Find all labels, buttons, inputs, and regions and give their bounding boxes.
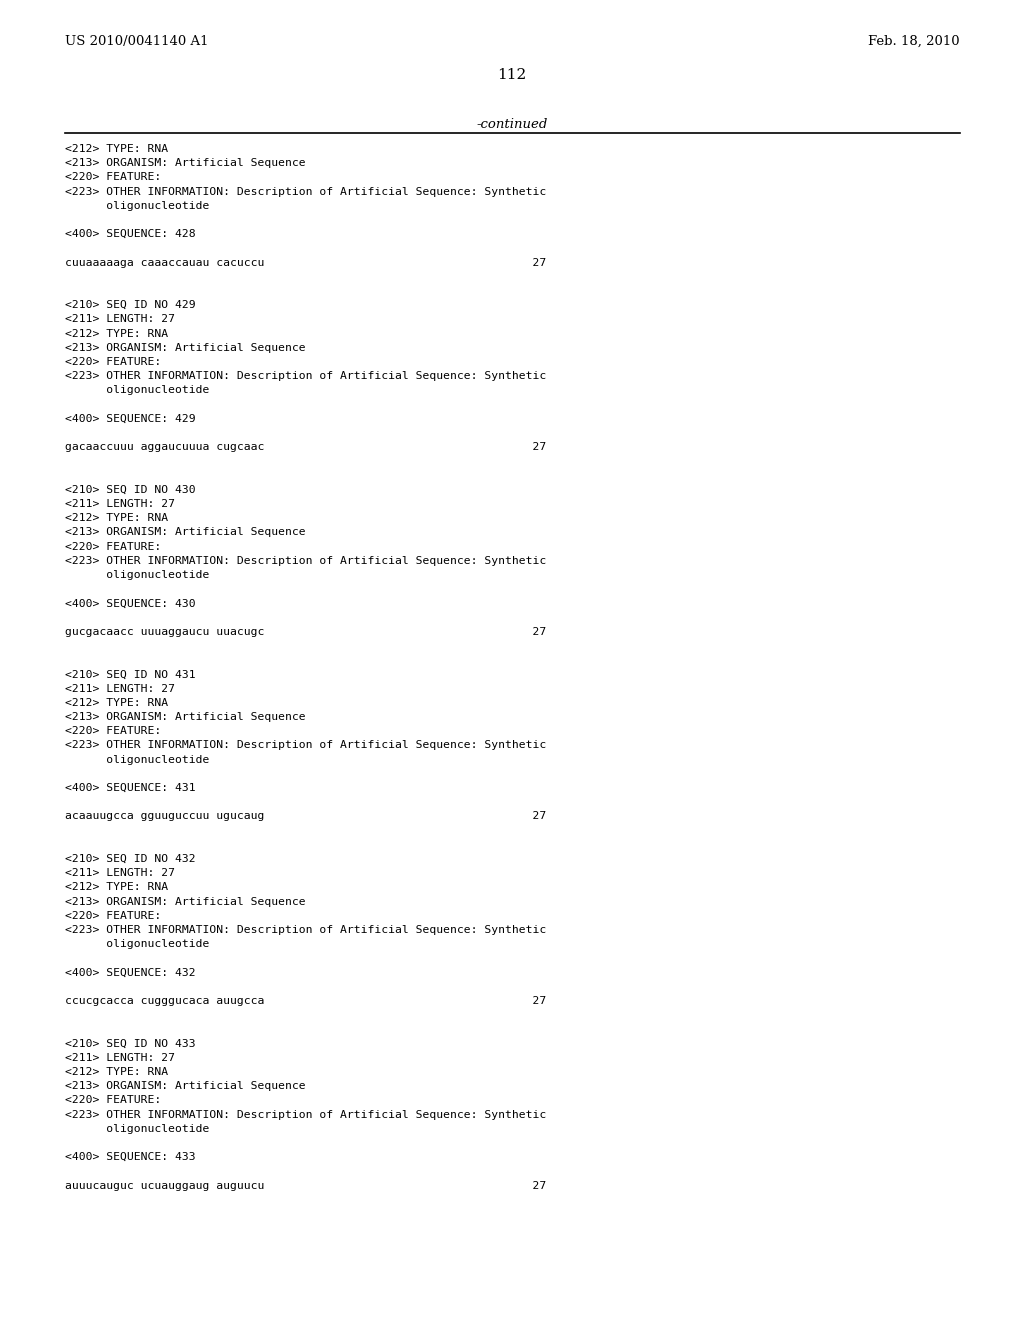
Text: <210> SEQ ID NO 431: <210> SEQ ID NO 431	[65, 669, 196, 680]
Text: <213> ORGANISM: Artificial Sequence: <213> ORGANISM: Artificial Sequence	[65, 528, 305, 537]
Text: oligonucleotide: oligonucleotide	[65, 570, 209, 579]
Text: <213> ORGANISM: Artificial Sequence: <213> ORGANISM: Artificial Sequence	[65, 711, 305, 722]
Text: oligonucleotide: oligonucleotide	[65, 385, 209, 396]
Text: oligonucleotide: oligonucleotide	[65, 940, 209, 949]
Text: <210> SEQ ID NO 432: <210> SEQ ID NO 432	[65, 854, 196, 865]
Text: <400> SEQUENCE: 430: <400> SEQUENCE: 430	[65, 598, 196, 609]
Text: oligonucleotide: oligonucleotide	[65, 201, 209, 211]
Text: gucgacaacc uuuaggaucu uuacugc                                       27: gucgacaacc uuuaggaucu uuacugc 27	[65, 627, 546, 636]
Text: US 2010/0041140 A1: US 2010/0041140 A1	[65, 36, 209, 48]
Text: -continued: -continued	[476, 117, 548, 131]
Text: <220> FEATURE:: <220> FEATURE:	[65, 356, 161, 367]
Text: <220> FEATURE:: <220> FEATURE:	[65, 726, 161, 737]
Text: ccucgcacca cugggucaca auugcca                                       27: ccucgcacca cugggucaca auugcca 27	[65, 997, 546, 1006]
Text: <210> SEQ ID NO 430: <210> SEQ ID NO 430	[65, 484, 196, 495]
Text: <223> OTHER INFORMATION: Description of Artificial Sequence: Synthetic: <223> OTHER INFORMATION: Description of …	[65, 186, 546, 197]
Text: <212> TYPE: RNA: <212> TYPE: RNA	[65, 513, 168, 523]
Text: <223> OTHER INFORMATION: Description of Artificial Sequence: Synthetic: <223> OTHER INFORMATION: Description of …	[65, 741, 546, 750]
Text: 112: 112	[498, 69, 526, 82]
Text: <400> SEQUENCE: 429: <400> SEQUENCE: 429	[65, 413, 196, 424]
Text: <220> FEATURE:: <220> FEATURE:	[65, 541, 161, 552]
Text: <212> TYPE: RNA: <212> TYPE: RNA	[65, 698, 168, 708]
Text: <211> LENGTH: 27: <211> LENGTH: 27	[65, 1053, 175, 1063]
Text: <400> SEQUENCE: 433: <400> SEQUENCE: 433	[65, 1152, 196, 1162]
Text: gacaaccuuu aggaucuuua cugcaac                                       27: gacaaccuuu aggaucuuua cugcaac 27	[65, 442, 546, 453]
Text: <223> OTHER INFORMATION: Description of Artificial Sequence: Synthetic: <223> OTHER INFORMATION: Description of …	[65, 371, 546, 381]
Text: <212> TYPE: RNA: <212> TYPE: RNA	[65, 1067, 168, 1077]
Text: <213> ORGANISM: Artificial Sequence: <213> ORGANISM: Artificial Sequence	[65, 896, 305, 907]
Text: <220> FEATURE:: <220> FEATURE:	[65, 1096, 161, 1105]
Text: Feb. 18, 2010: Feb. 18, 2010	[868, 36, 961, 48]
Text: oligonucleotide: oligonucleotide	[65, 755, 209, 764]
Text: <212> TYPE: RNA: <212> TYPE: RNA	[65, 882, 168, 892]
Text: <211> LENGTH: 27: <211> LENGTH: 27	[65, 314, 175, 325]
Text: acaauugcca gguuguccuu ugucaug                                       27: acaauugcca gguuguccuu ugucaug 27	[65, 812, 546, 821]
Text: oligonucleotide: oligonucleotide	[65, 1123, 209, 1134]
Text: <213> ORGANISM: Artificial Sequence: <213> ORGANISM: Artificial Sequence	[65, 343, 305, 352]
Text: <211> LENGTH: 27: <211> LENGTH: 27	[65, 684, 175, 693]
Text: cuuaaaaaga caaaccauau cacuccu                                       27: cuuaaaaaga caaaccauau cacuccu 27	[65, 257, 546, 268]
Text: <220> FEATURE:: <220> FEATURE:	[65, 173, 161, 182]
Text: <223> OTHER INFORMATION: Description of Artificial Sequence: Synthetic: <223> OTHER INFORMATION: Description of …	[65, 925, 546, 935]
Text: <213> ORGANISM: Artificial Sequence: <213> ORGANISM: Artificial Sequence	[65, 1081, 305, 1092]
Text: <220> FEATURE:: <220> FEATURE:	[65, 911, 161, 921]
Text: <210> SEQ ID NO 433: <210> SEQ ID NO 433	[65, 1039, 196, 1048]
Text: <400> SEQUENCE: 432: <400> SEQUENCE: 432	[65, 968, 196, 978]
Text: <211> LENGTH: 27: <211> LENGTH: 27	[65, 869, 175, 878]
Text: auuucauguc ucuauggaug auguucu                                       27: auuucauguc ucuauggaug auguucu 27	[65, 1180, 546, 1191]
Text: <212> TYPE: RNA: <212> TYPE: RNA	[65, 144, 168, 154]
Text: <400> SEQUENCE: 428: <400> SEQUENCE: 428	[65, 230, 196, 239]
Text: <211> LENGTH: 27: <211> LENGTH: 27	[65, 499, 175, 510]
Text: <210> SEQ ID NO 429: <210> SEQ ID NO 429	[65, 300, 196, 310]
Text: <223> OTHER INFORMATION: Description of Artificial Sequence: Synthetic: <223> OTHER INFORMATION: Description of …	[65, 1110, 546, 1119]
Text: <400> SEQUENCE: 431: <400> SEQUENCE: 431	[65, 783, 196, 793]
Text: <223> OTHER INFORMATION: Description of Artificial Sequence: Synthetic: <223> OTHER INFORMATION: Description of …	[65, 556, 546, 566]
Text: <212> TYPE: RNA: <212> TYPE: RNA	[65, 329, 168, 339]
Text: <213> ORGANISM: Artificial Sequence: <213> ORGANISM: Artificial Sequence	[65, 158, 305, 168]
